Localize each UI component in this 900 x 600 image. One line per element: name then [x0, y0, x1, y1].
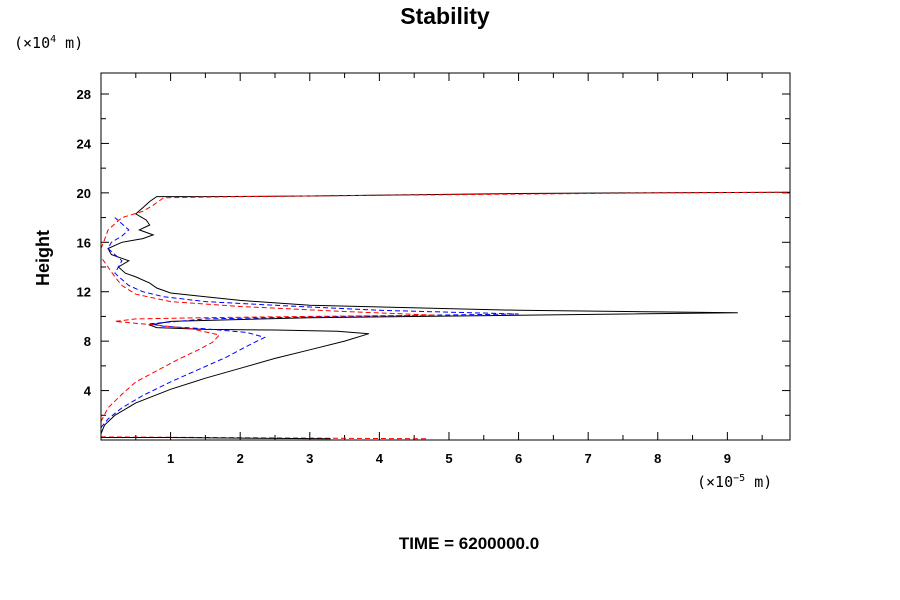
- y-tick-label: 20: [77, 186, 91, 201]
- x-tick-label: 5: [445, 451, 452, 466]
- x-tick-label: 3: [306, 451, 313, 466]
- y-tick-label: 16: [77, 235, 91, 250]
- series-line-black-solid: [100, 191, 791, 434]
- series-line-blue-dashed: [100, 217, 519, 428]
- x-tick-label: 6: [515, 451, 522, 466]
- time-label: TIME = 6200000.0: [399, 534, 539, 553]
- x-unit-label: (×10−5 m): [697, 473, 772, 491]
- y-tick-label: 8: [84, 334, 91, 349]
- x-tick-label: 4: [376, 451, 384, 466]
- plot-frame: [100, 72, 791, 441]
- axis-ticks: [101, 73, 790, 440]
- x-tick-label: 2: [237, 451, 244, 466]
- y-tick-label: 12: [77, 285, 91, 300]
- series-group: [100, 191, 791, 440]
- series-line-black-solid-bottom: [101, 437, 331, 440]
- y-tick-label: 28: [77, 87, 91, 102]
- series-line-red-dashed: [100, 191, 791, 422]
- y-unit-label: (×104 m): [14, 34, 83, 52]
- x-tick-label: 1: [167, 451, 174, 466]
- x-tick-label: 9: [724, 451, 731, 466]
- y-tick-label: 24: [77, 136, 92, 151]
- x-tick-label: 8: [654, 451, 661, 466]
- y-tick-label: 4: [84, 384, 92, 399]
- x-tick-label: 7: [585, 451, 592, 466]
- chart-title: Stability: [400, 3, 490, 29]
- y-axis-label: Height: [33, 230, 53, 286]
